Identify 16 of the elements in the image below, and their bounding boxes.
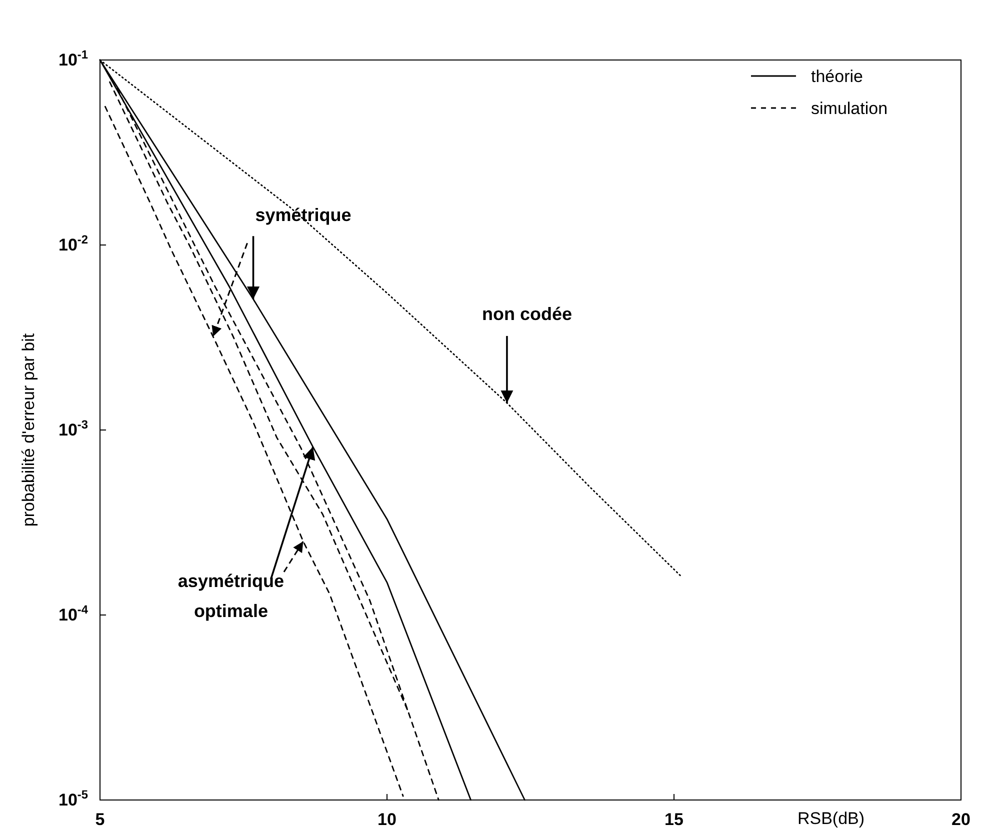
y-tick-label: 10$^{-5}$	[58, 787, 88, 810]
annotation: non codée	[482, 304, 572, 324]
x-axis-title: RSB(dB)	[797, 809, 865, 828]
legend-label: simulation	[811, 99, 888, 118]
annotation: symétrique	[255, 205, 352, 226]
y-tick-label: 10$^{-2}$	[58, 232, 88, 254]
y-tick-label: 10$^{-4}$	[58, 602, 88, 624]
y-tick-label: 10$^{-3}$	[58, 417, 88, 440]
x-tick-label: 15	[664, 810, 684, 830]
annotation: asymétrique optimale	[178, 570, 284, 621]
y-tick-label: 10$^{-1}$	[58, 47, 88, 70]
legend-label: théorie	[811, 67, 863, 86]
x-tick-label: 10	[378, 810, 396, 830]
x-tick-label: 5	[95, 810, 105, 830]
x-tick-label: 20	[952, 810, 970, 830]
y-axis-title: probabilité d'erreur par bit	[19, 333, 38, 527]
